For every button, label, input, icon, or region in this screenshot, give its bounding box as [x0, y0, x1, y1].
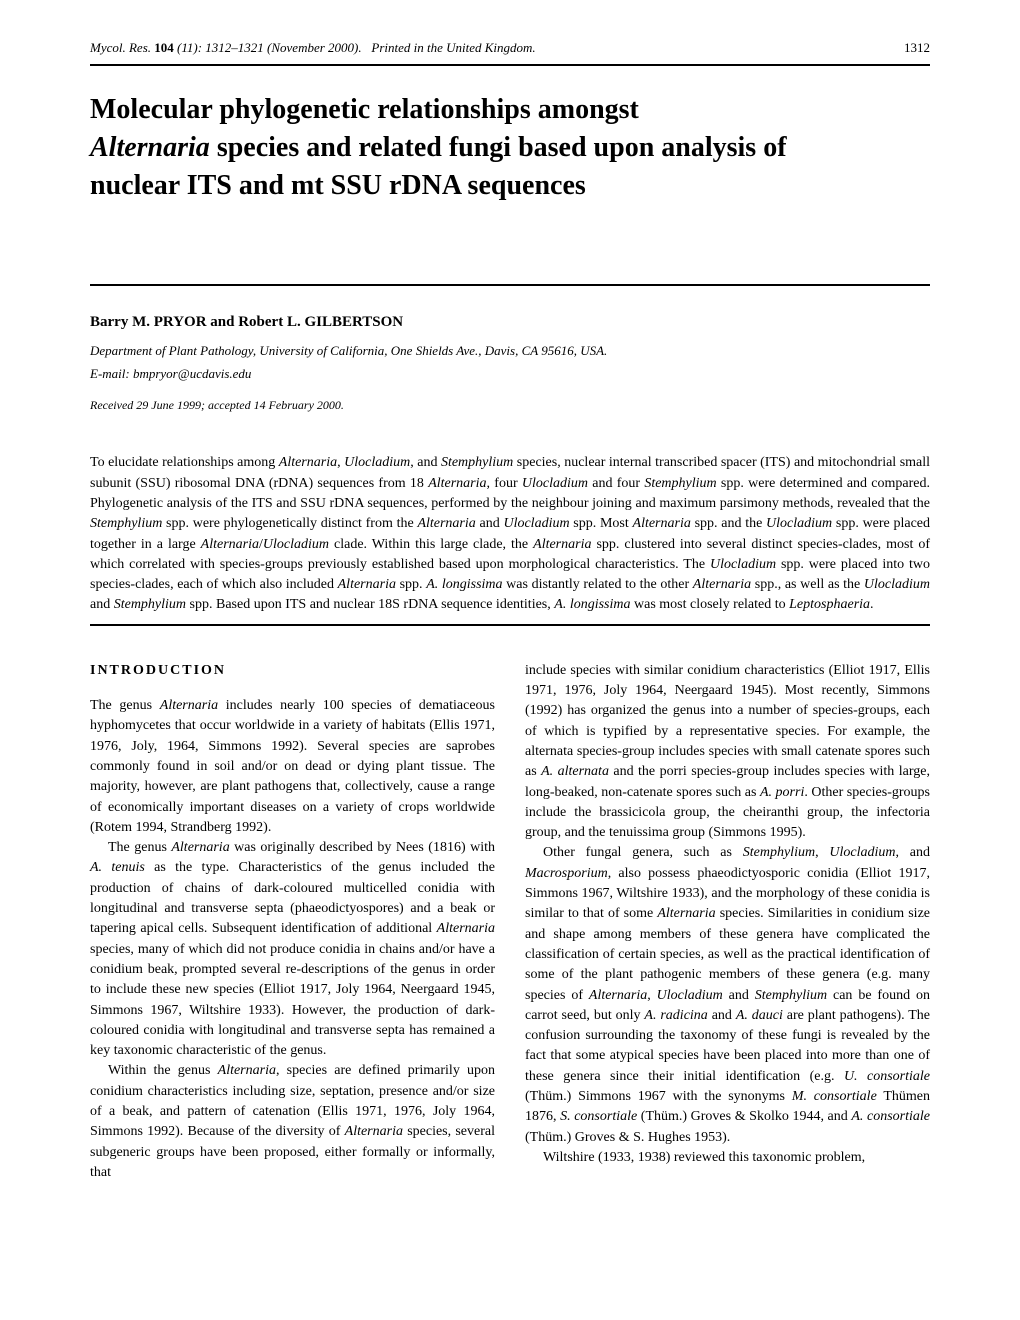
header-rule	[90, 64, 930, 66]
page-number: 1312	[904, 40, 930, 56]
column-left: INTRODUCTION The genus Alternaria includ…	[90, 661, 495, 1183]
paragraph: The genus Alternaria includes nearly 100…	[90, 696, 495, 838]
body-columns: INTRODUCTION The genus Alternaria includ…	[90, 661, 930, 1183]
article-title: Molecular phylogenetic relationships amo…	[90, 91, 930, 204]
paragraph: Wiltshire (1933, 1938) reviewed this tax…	[525, 1148, 930, 1168]
paragraph: Within the genus Alternaria, species are…	[90, 1061, 495, 1183]
title-rule	[90, 284, 930, 286]
email: E-mail: bmpryor@ucdavis.edu	[90, 364, 930, 384]
affiliation: Department of Plant Pathology, Universit…	[90, 341, 930, 361]
received-date: Received 29 June 1999; accepted 14 Febru…	[90, 398, 930, 413]
section-heading: INTRODUCTION	[90, 661, 495, 681]
abstract-rule	[90, 624, 930, 626]
paragraph: The genus Alternaria was originally desc…	[90, 838, 495, 1061]
journal-citation: Mycol. Res. 104 (11): 1312–1321 (Novembe…	[90, 40, 536, 56]
paragraph: include species with similar conidium ch…	[525, 661, 930, 844]
authors: Barry M. PRYOR and Robert L. GILBERTSON	[90, 314, 930, 331]
column-right: include species with similar conidium ch…	[525, 661, 930, 1183]
paragraph: Other fungal genera, such as Stemphylium…	[525, 843, 930, 1147]
journal-header: Mycol. Res. 104 (11): 1312–1321 (Novembe…	[90, 40, 930, 56]
abstract: To elucidate relationships among Alterna…	[90, 453, 930, 615]
